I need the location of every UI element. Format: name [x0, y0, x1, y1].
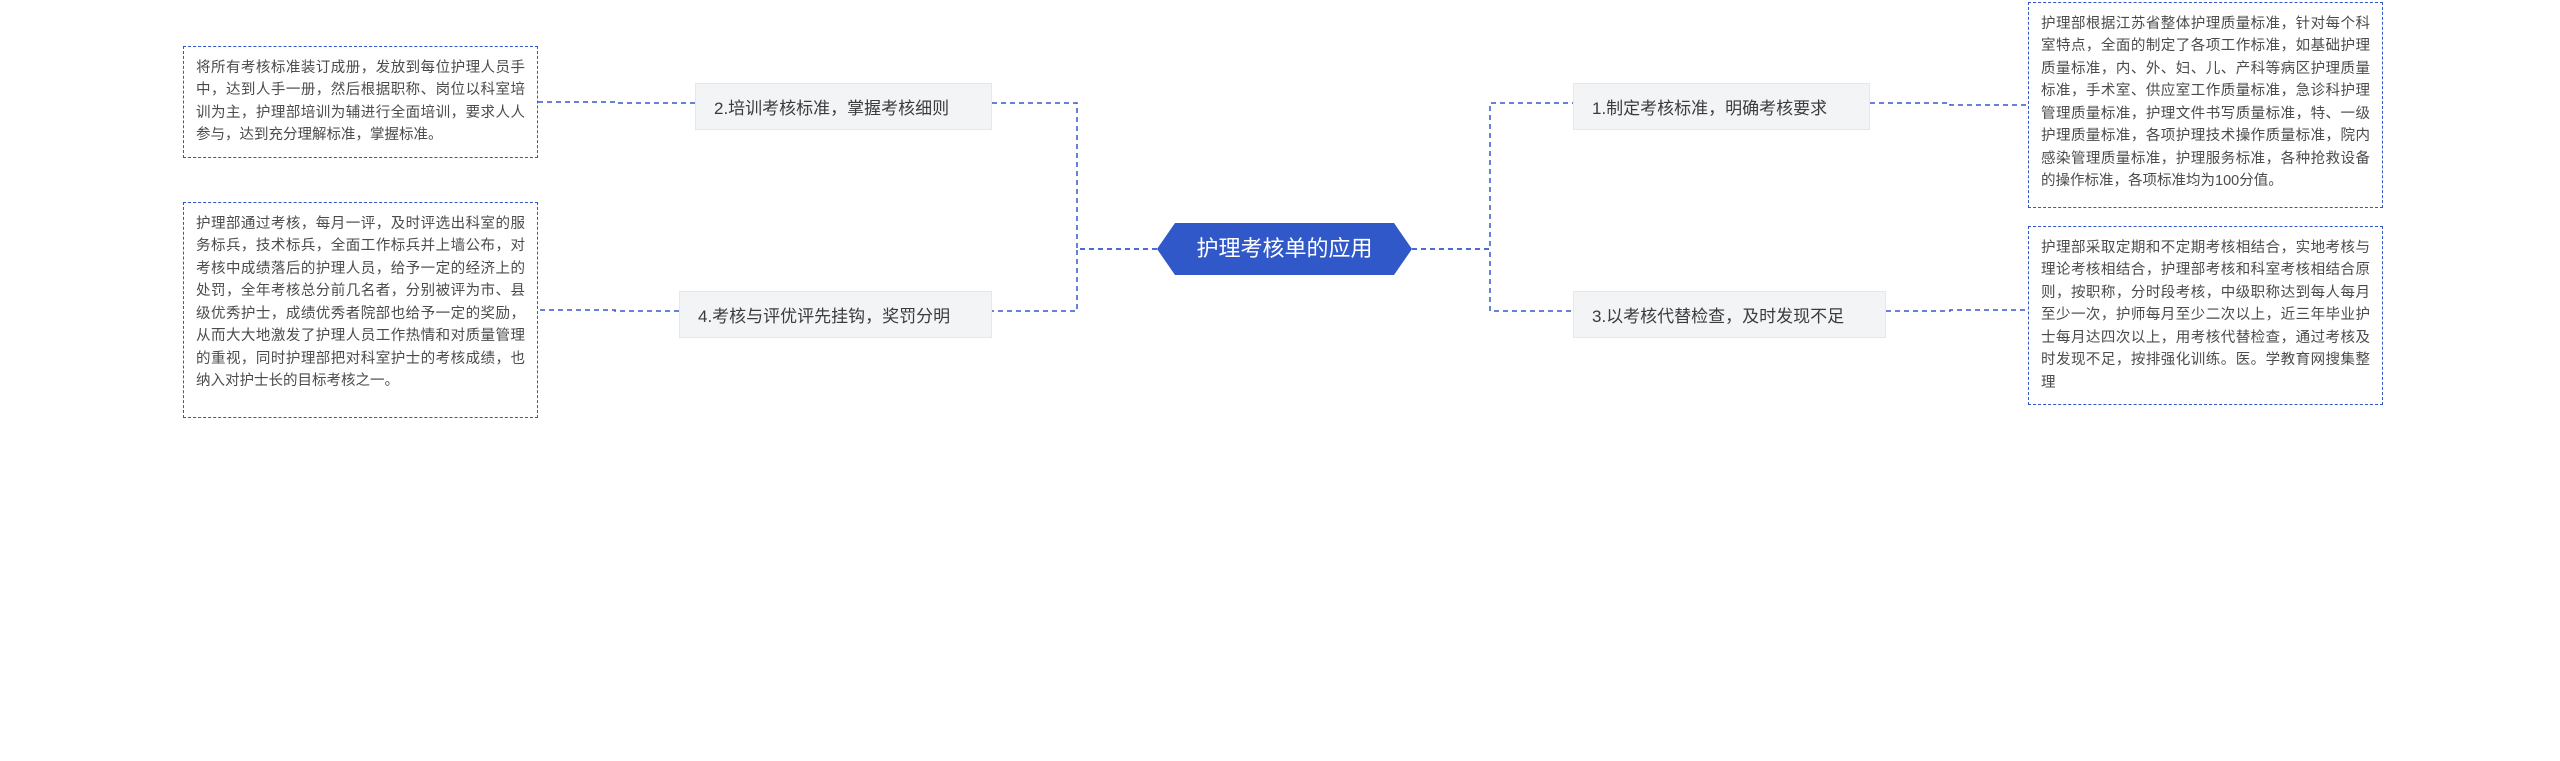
- detail-node-2: 将所有考核标准装订成册，发放到每位护理人员手中，达到人手一册，然后根据职称、岗位…: [183, 46, 538, 158]
- branch-node-2[interactable]: 2.培训考核标准，掌握考核细则: [695, 83, 992, 130]
- root-node[interactable]: 护理考核单的应用: [1157, 223, 1412, 275]
- detail-node-3: 护理部采取定期和不定期考核相结合，实地考核与理论考核相结合，护理部考核和科室考核…: [2028, 226, 2383, 405]
- branch-node-3[interactable]: 3.以考核代替检查，及时发现不足: [1573, 291, 1886, 338]
- branch-node-4[interactable]: 4.考核与评优评先挂钩，奖罚分明: [679, 291, 992, 338]
- detail-node-4: 护理部通过考核，每月一评，及时评选出科室的服务标兵，技术标兵，全面工作标兵并上墙…: [183, 202, 538, 418]
- branch-node-1[interactable]: 1.制定考核标准，明确考核要求: [1573, 83, 1870, 130]
- detail-node-1: 护理部根据江苏省整体护理质量标准，针对每个科室特点，全面的制定了各项工作标准，如…: [2028, 2, 2383, 208]
